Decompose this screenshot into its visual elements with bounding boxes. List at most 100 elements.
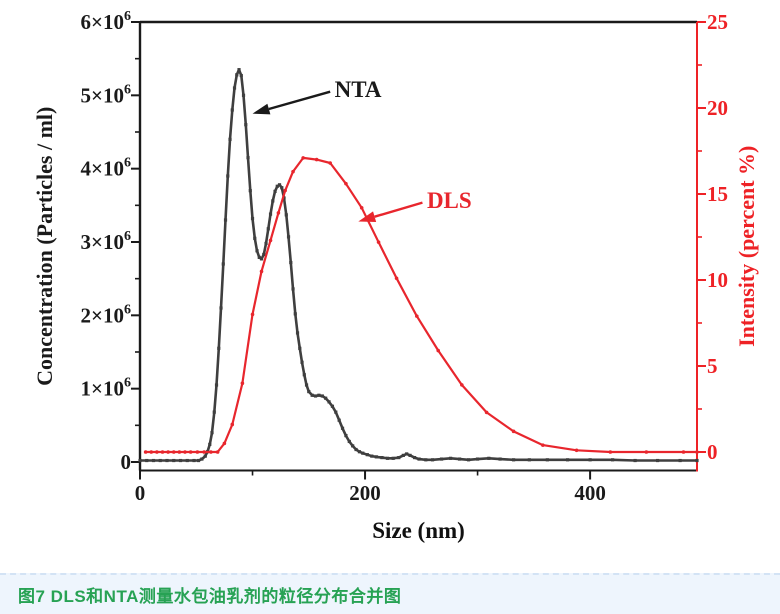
nta-data-marker: [172, 458, 176, 463]
nta-data-marker: [244, 123, 248, 127]
caption-bar: 图7 DLS和NTA测量水包油乳剂的粒径分布合并图: [0, 573, 780, 614]
dls-data-marker: [359, 205, 364, 210]
dls-data-marker: [314, 157, 319, 162]
left-tick-label: 1×106: [81, 376, 131, 401]
nta-data-marker: [656, 458, 660, 463]
dls-series: [143, 156, 699, 454]
right-tick-label: 25: [707, 10, 728, 34]
nta-data-marker: [226, 174, 230, 178]
nta-data-marker: [354, 447, 358, 452]
annotation-label: NTA: [335, 77, 382, 102]
dls-data-marker: [268, 238, 273, 243]
nta-data-marker: [337, 418, 341, 422]
nta-data-marker: [273, 189, 277, 193]
x-tick-label: 200: [349, 481, 381, 505]
nta-data-marker: [374, 455, 378, 459]
left-tick-label: 3×106: [81, 229, 131, 254]
nta-data-marker: [678, 458, 682, 463]
dls-data-marker: [160, 450, 165, 454]
nta-data-marker: [221, 262, 225, 266]
annotation-label: DLS: [427, 188, 472, 213]
nta-data-marker: [200, 457, 204, 461]
left-axis: 0 1×106 2×106 3×106 4×106 5×106 6×106 Concentra…: [32, 9, 140, 474]
figure-caption: 图7 DLS和NTA测量水包油乳剂的粒径分布合并图: [18, 587, 402, 606]
right-tick-label: 20: [707, 96, 728, 120]
nta-data-marker: [695, 458, 699, 463]
nta-data-marker: [351, 444, 355, 448]
nta-data-marker: [320, 394, 324, 398]
dls-data-marker: [259, 269, 264, 274]
nta-data-marker: [545, 458, 549, 462]
dls-data-marker: [177, 450, 182, 454]
nta-data-marker: [475, 457, 480, 461]
nta-data-marker: [408, 453, 412, 457]
nta-data-marker: [158, 458, 162, 463]
nta-data-marker: [391, 456, 395, 460]
nta-data-marker: [588, 458, 592, 462]
dls-data-marker: [344, 181, 348, 186]
nta-data-marker: [298, 346, 302, 350]
nta-data-marker: [302, 373, 306, 377]
nta-data-marker: [340, 426, 345, 430]
left-tick-label: 2×106: [81, 302, 131, 327]
nta-data-marker: [165, 458, 169, 463]
nta-data-marker: [291, 287, 295, 291]
nta-data-marker: [151, 458, 156, 463]
dls-data-marker: [183, 450, 187, 454]
dls-data-marker: [230, 422, 235, 427]
nta-data-marker: [527, 458, 531, 462]
nta-data-marker: [300, 360, 304, 364]
dls-data-marker: [328, 161, 332, 165]
nta-data-marker: [487, 456, 491, 460]
nta-data-marker: [430, 458, 435, 462]
annotation-arrow-line: [374, 201, 423, 218]
nta-data-marker: [361, 451, 365, 455]
dls-data-marker: [276, 211, 281, 215]
nta-data-marker: [253, 236, 257, 240]
nta-data-marker: [246, 156, 250, 160]
nta-data-marker: [511, 458, 516, 462]
nta-data-marker: [344, 433, 348, 438]
nta-data-marker: [185, 458, 189, 463]
nta-data-marker: [330, 404, 335, 408]
nta-data-marker: [293, 312, 297, 316]
nta-data-marker: [412, 455, 417, 460]
nta-series: [138, 68, 699, 463]
dls-data-marker: [166, 450, 170, 454]
nta-data-marker: [257, 255, 261, 259]
dls-data-marker: [436, 348, 440, 353]
nta-data-marker: [347, 439, 351, 444]
nta-data-marker: [277, 183, 282, 187]
nta-data-marker: [448, 456, 453, 460]
dls-data-marker: [215, 450, 220, 454]
dls-data-marker: [240, 381, 245, 385]
nta-data-marker: [401, 453, 405, 457]
right-axis-title: Intensity (percent %): [734, 146, 759, 347]
nta-data-marker: [289, 260, 293, 265]
nta-data-marker: [327, 400, 331, 404]
nta-data-marker: [203, 454, 207, 458]
dls-data-marker: [250, 312, 255, 317]
nta-data-marker: [334, 410, 338, 414]
dls-data-marker: [460, 383, 464, 387]
x-axis: 0 200 400 Size (nm): [135, 470, 606, 543]
nta-data-marker: [262, 252, 266, 257]
dls-data-marker: [301, 156, 305, 160]
nta-data-marker: [223, 218, 228, 222]
nta-data-marker: [208, 442, 212, 446]
nta-data-marker: [295, 331, 300, 335]
dls-data-marker: [222, 441, 227, 446]
nta-data-marker: [498, 457, 502, 461]
nta-data-marker: [248, 189, 252, 193]
right-tick-label: 5: [707, 354, 718, 378]
nta-data-marker: [304, 383, 309, 387]
dls-data-marker: [155, 450, 159, 454]
nta-data-marker: [250, 216, 255, 221]
dls-data-marker: [695, 450, 699, 454]
nta-data-marker: [370, 454, 374, 458]
nta-data-marker: [217, 346, 221, 350]
right-tick-label: 10: [707, 268, 728, 292]
nta-data-marker: [138, 458, 142, 463]
left-axis-title: Concentration (Particles / ml): [32, 107, 57, 386]
